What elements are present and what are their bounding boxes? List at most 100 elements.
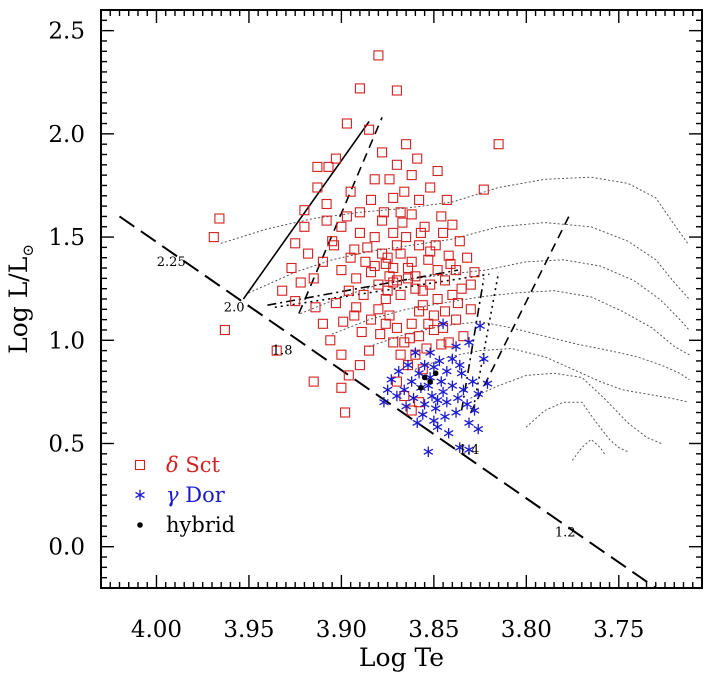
zams-line [118,215,657,588]
dsct-point [380,293,391,305]
dsct-point [414,306,425,317]
legend-label-dsct: δ Sct [166,453,220,477]
gdor-point [436,376,447,387]
legend-text: hybrid [166,513,235,537]
mass-label-1.8: 1.8 [272,344,293,359]
dsct-point [458,331,469,342]
gdor-point [412,417,423,429]
dsct-point [365,314,377,325]
gdor-point [475,320,485,332]
dsct-point [325,335,336,346]
dsct-point [375,329,386,340]
gdor-point [462,399,472,410]
legend-marker-gdor [135,489,145,501]
track-2.0 [248,222,690,300]
dsct-point [321,198,332,210]
dsct-point [354,227,365,238]
dsct-point [395,349,406,360]
dsct-point [421,343,432,354]
hybrid-point [421,374,428,381]
dsct-point [423,254,434,265]
dsct-point [365,194,377,205]
dsct-point [414,397,425,408]
dsct-point [295,277,306,288]
gdor-point [443,427,454,439]
dsct-point [377,215,388,226]
mass-labels: 2.25 2.0 1.8 1.4 1.2 [157,255,576,540]
gdor-point [403,359,413,371]
dsct-point [428,324,439,336]
gdor-point [430,403,441,414]
gdor-point [458,384,469,396]
blue-edge-gdor-dotdash [267,269,459,306]
x-tick-label: 3.85 [408,617,459,643]
gdor-point [419,399,430,410]
dsct-point [432,265,443,276]
gdor-point [425,347,435,358]
dsct-point [406,405,417,416]
gdor-point [451,341,461,352]
dsct-point [395,207,406,218]
gdor-point [473,423,484,435]
mass-label-1.4: 1.4 [459,443,480,458]
gdor-point [393,366,404,377]
dsct-point [343,370,354,381]
dsct-point [439,275,451,286]
dsct-point [345,186,356,197]
dsct-point [378,207,389,218]
dsct-point [328,240,340,251]
dsct-point [404,333,415,344]
dsct-point [369,174,380,185]
dsct-point [308,376,319,387]
evolutionary-tracks [220,176,690,461]
y-tick-label: 1.5 [48,225,85,251]
dsct-point [401,139,412,150]
blue-edge-fundamental [242,121,370,300]
legend-marker-hybrid [137,522,143,528]
gdor-point [417,409,428,420]
gdor-point [482,378,493,389]
dsct-point [432,293,443,305]
gdor-point [399,384,410,396]
dsct-point [277,285,288,296]
dsct-point [465,304,476,315]
dsct-point [351,273,362,284]
mass-label-2.25: 2.25 [157,255,186,270]
gdor-point [379,397,389,408]
legend: δ Sct γ Dor hybrid [134,453,235,537]
dsct-point [391,322,402,333]
dsct-point [356,326,367,338]
data-points [208,50,504,457]
dsct-point [384,310,395,321]
x-tick-label: 3.95 [223,617,274,643]
dsct-point [336,349,347,360]
track-1.5 [470,372,662,444]
gdor-point [432,394,443,406]
x-tick-label: 3.80 [501,617,552,643]
dsct-point [362,242,373,253]
dsct-point [397,217,408,228]
dsct-point [323,161,334,172]
dsct-point [425,279,436,290]
dsct-point [415,227,426,238]
dsct-point [456,283,467,294]
gdor-point [406,376,417,387]
dsct-point [388,192,399,203]
dsct-point [454,236,465,247]
legend-label-gdor: γ Dor [166,483,226,507]
dsct-point [447,219,458,230]
y-tick-label: 0.0 [48,535,85,561]
gdor-point [438,386,448,398]
dsct-point [462,252,473,263]
legend-symbol: δ [166,453,185,477]
gdor-point [434,355,445,367]
dsct-point [354,207,365,218]
dsct-point [303,248,314,259]
gdor-point [382,384,393,396]
dsct-point [345,252,356,263]
y-tick-label: 1.0 [48,328,85,354]
gdor-point [464,337,474,348]
gdor-point [441,397,452,408]
dsct-point [358,289,369,300]
